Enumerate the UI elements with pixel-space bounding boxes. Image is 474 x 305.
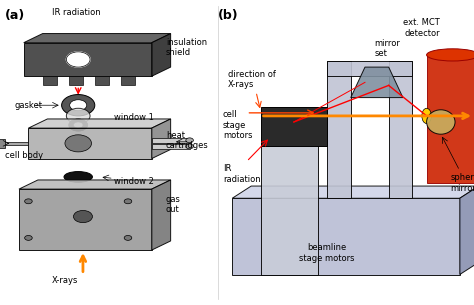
Polygon shape: [232, 186, 474, 198]
Circle shape: [186, 144, 193, 149]
Text: ext. MCT
detector: ext. MCT detector: [403, 18, 440, 38]
Ellipse shape: [427, 110, 455, 134]
Polygon shape: [24, 34, 171, 43]
Text: insulation
shield: insulation shield: [166, 38, 207, 57]
Circle shape: [25, 199, 32, 204]
Text: beamline
stage motors: beamline stage motors: [299, 243, 355, 263]
Text: window 2: window 2: [114, 177, 154, 186]
Circle shape: [73, 122, 83, 128]
Polygon shape: [28, 128, 152, 159]
Text: X-rays: X-rays: [52, 276, 79, 285]
Text: mirror
set: mirror set: [374, 39, 401, 59]
Polygon shape: [261, 137, 318, 274]
Polygon shape: [261, 107, 327, 146]
Text: cell body: cell body: [5, 151, 43, 160]
Circle shape: [186, 138, 193, 143]
Polygon shape: [152, 119, 171, 159]
Text: heat
cartridges: heat cartridges: [166, 131, 209, 150]
Polygon shape: [121, 76, 135, 85]
Polygon shape: [19, 180, 171, 189]
Polygon shape: [351, 67, 403, 98]
Text: direction of
X-rays: direction of X-rays: [228, 70, 275, 89]
Polygon shape: [389, 61, 412, 198]
Circle shape: [124, 235, 132, 240]
Ellipse shape: [427, 49, 474, 61]
Ellipse shape: [64, 171, 92, 182]
Polygon shape: [152, 180, 171, 250]
Polygon shape: [427, 55, 474, 183]
Text: IR
radiation: IR radiation: [223, 164, 260, 184]
Polygon shape: [460, 186, 474, 274]
Polygon shape: [327, 61, 351, 198]
Polygon shape: [0, 142, 28, 145]
Polygon shape: [19, 189, 152, 250]
Polygon shape: [152, 144, 190, 149]
Text: gas
out: gas out: [166, 195, 181, 214]
Polygon shape: [232, 198, 460, 274]
Text: (a): (a): [5, 9, 25, 22]
Polygon shape: [152, 138, 190, 143]
Text: window 1: window 1: [114, 113, 154, 122]
Circle shape: [62, 95, 95, 116]
Text: gasket: gasket: [14, 101, 42, 110]
Polygon shape: [69, 76, 83, 85]
Circle shape: [66, 108, 90, 124]
Text: spherical
mirrors: spherical mirrors: [450, 173, 474, 193]
Circle shape: [70, 100, 87, 111]
Circle shape: [69, 119, 88, 131]
Circle shape: [65, 135, 91, 152]
Circle shape: [66, 52, 90, 67]
Polygon shape: [28, 119, 171, 128]
Text: cell
stage
motors: cell stage motors: [223, 110, 252, 140]
Text: (b): (b): [218, 9, 239, 22]
Circle shape: [124, 199, 132, 204]
Circle shape: [25, 235, 32, 240]
Text: IR radiation: IR radiation: [52, 8, 100, 17]
Polygon shape: [327, 61, 412, 76]
Circle shape: [73, 210, 92, 223]
Polygon shape: [0, 139, 5, 148]
Polygon shape: [95, 76, 109, 85]
Polygon shape: [24, 43, 152, 76]
Ellipse shape: [422, 108, 431, 124]
Polygon shape: [43, 76, 57, 85]
Polygon shape: [152, 34, 171, 76]
